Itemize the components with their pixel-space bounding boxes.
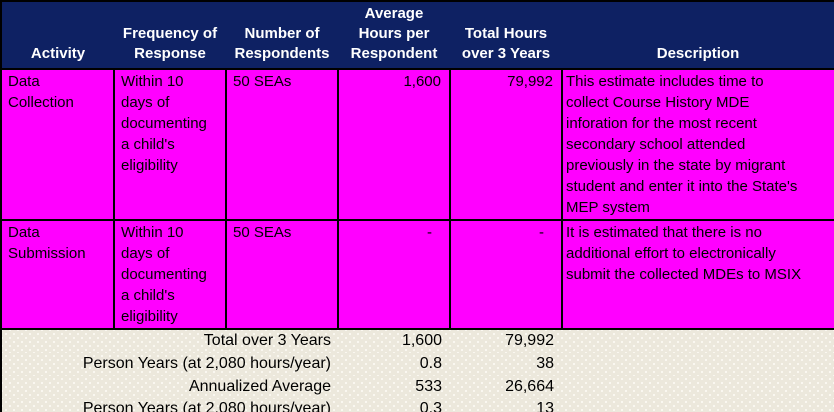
summary-total-hours: 26,664: [450, 375, 562, 398]
header-cell-respondents: Number of Respondents: [226, 1, 338, 69]
summary-row-person-years-total: Person Years (at 2,080 hours/year) 0.8 3…: [1, 352, 834, 375]
header-cell-activity: Activity: [1, 1, 114, 69]
summary-row-total: Total over 3 Years 1,600 79,992: [1, 329, 834, 352]
cell-respondents: 50 SEAs: [225, 219, 339, 330]
header-cell-description: Description: [562, 1, 834, 69]
cell-respondents: 50 SEAs: [225, 68, 339, 221]
summary-total-hours: 13: [450, 398, 562, 412]
cell-total-hours: -: [449, 219, 563, 330]
cell-total-hours: 79,992: [449, 68, 563, 221]
summary-label: Annualized Average: [1, 375, 338, 398]
cell-avg-hours: 1,600: [337, 68, 451, 221]
header-cell-total-hours: Total Hours over 3 Years: [450, 1, 562, 69]
summary-label: Person Years (at 2,080 hours/year): [1, 352, 338, 375]
header-cell-avg-hours: Average Hours per Respondent: [338, 1, 450, 69]
summary-row-annualized: Annualized Average 533 26,664: [1, 375, 834, 398]
summary-empty-cell: [562, 329, 834, 352]
summary-row-person-years-annual: Person Years (at 2,080 hours/year) 0.3 1…: [1, 398, 834, 412]
table-body: Data Collection Within 10 days of docume…: [0, 68, 834, 330]
table-row-data-collection: Data Collection Within 10 days of docume…: [0, 68, 834, 221]
summary-avg-hours: 0.3: [338, 398, 450, 412]
cell-frequency: Within 10 days of documenting a child's …: [113, 219, 227, 330]
table-summary: Total over 3 Years 1,600 79,992 Person Y…: [1, 329, 834, 412]
summary-empty-cell: [562, 375, 834, 398]
summary-avg-hours: 1,600: [338, 329, 450, 352]
table-header: Activity Frequency of Response Number of…: [1, 1, 834, 69]
cell-activity: Data Submission: [0, 219, 115, 330]
cell-frequency: Within 10 days of documenting a child's …: [113, 68, 227, 221]
cell-avg-hours: -: [337, 219, 451, 330]
header-cell-frequency: Frequency of Response: [114, 1, 226, 69]
summary-label: Total over 3 Years: [1, 329, 338, 352]
cell-description: This estimate includes time to collect C…: [561, 68, 834, 221]
cell-description: It is estimated that there is no additio…: [561, 219, 834, 330]
summary-empty-cell: [562, 398, 834, 412]
header-row: Activity Frequency of Response Number of…: [1, 1, 834, 69]
summary-avg-hours: 533: [338, 375, 450, 398]
summary-empty-cell: [562, 352, 834, 375]
summary-avg-hours: 0.8: [338, 352, 450, 375]
summary-total-hours: 38: [450, 352, 562, 375]
cell-activity: Data Collection: [0, 68, 115, 221]
summary-total-hours: 79,992: [450, 329, 562, 352]
table-row-data-submission: Data Submission Within 10 days of docume…: [0, 219, 834, 330]
summary-label: Person Years (at 2,080 hours/year): [1, 398, 338, 412]
